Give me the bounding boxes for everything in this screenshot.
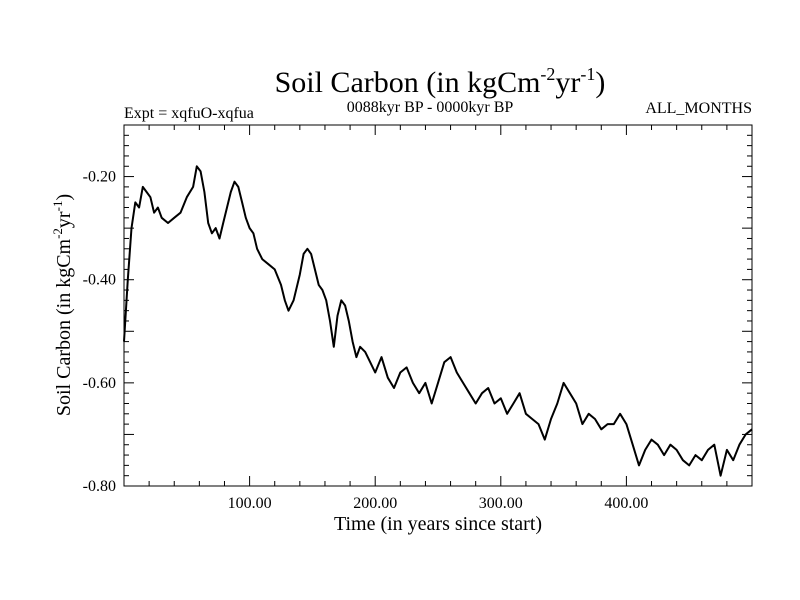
y-axis-label: Soil Carbon (in kgCm-2yr-1) (50, 194, 75, 416)
x-tick-label: 300.00 (479, 495, 523, 512)
y-tick-label: -0.60 (83, 375, 116, 392)
y-tick-label: -0.80 (83, 478, 116, 495)
chart-title: Soil Carbon (in kgCm-2yr-1) (275, 64, 606, 99)
y-axis-ticks: -0.20 -0.40 -0.60 -0.80 (83, 124, 752, 495)
x-tick-label: 200.00 (353, 495, 397, 512)
subtitle-left: Expt = xqfuO-xqfua (124, 105, 254, 122)
x-tick-label: 100.00 (228, 495, 272, 512)
x-axis-label: Time (in years since start) (334, 513, 542, 535)
soil-carbon-series-line (123, 165, 753, 477)
x-axis-ticks: 100.00 200.00 300.00 400.00 (123, 125, 753, 512)
y-tick-label: -0.40 (83, 272, 116, 289)
y-tick-label: -0.20 (83, 169, 116, 186)
plot-frame (123, 124, 753, 487)
subtitle-right: ALL_MONTHS (645, 100, 752, 117)
subtitle-center: 0088kyr BP - 0000kyr BP (347, 99, 514, 116)
x-tick-label: 400.00 (604, 495, 648, 512)
